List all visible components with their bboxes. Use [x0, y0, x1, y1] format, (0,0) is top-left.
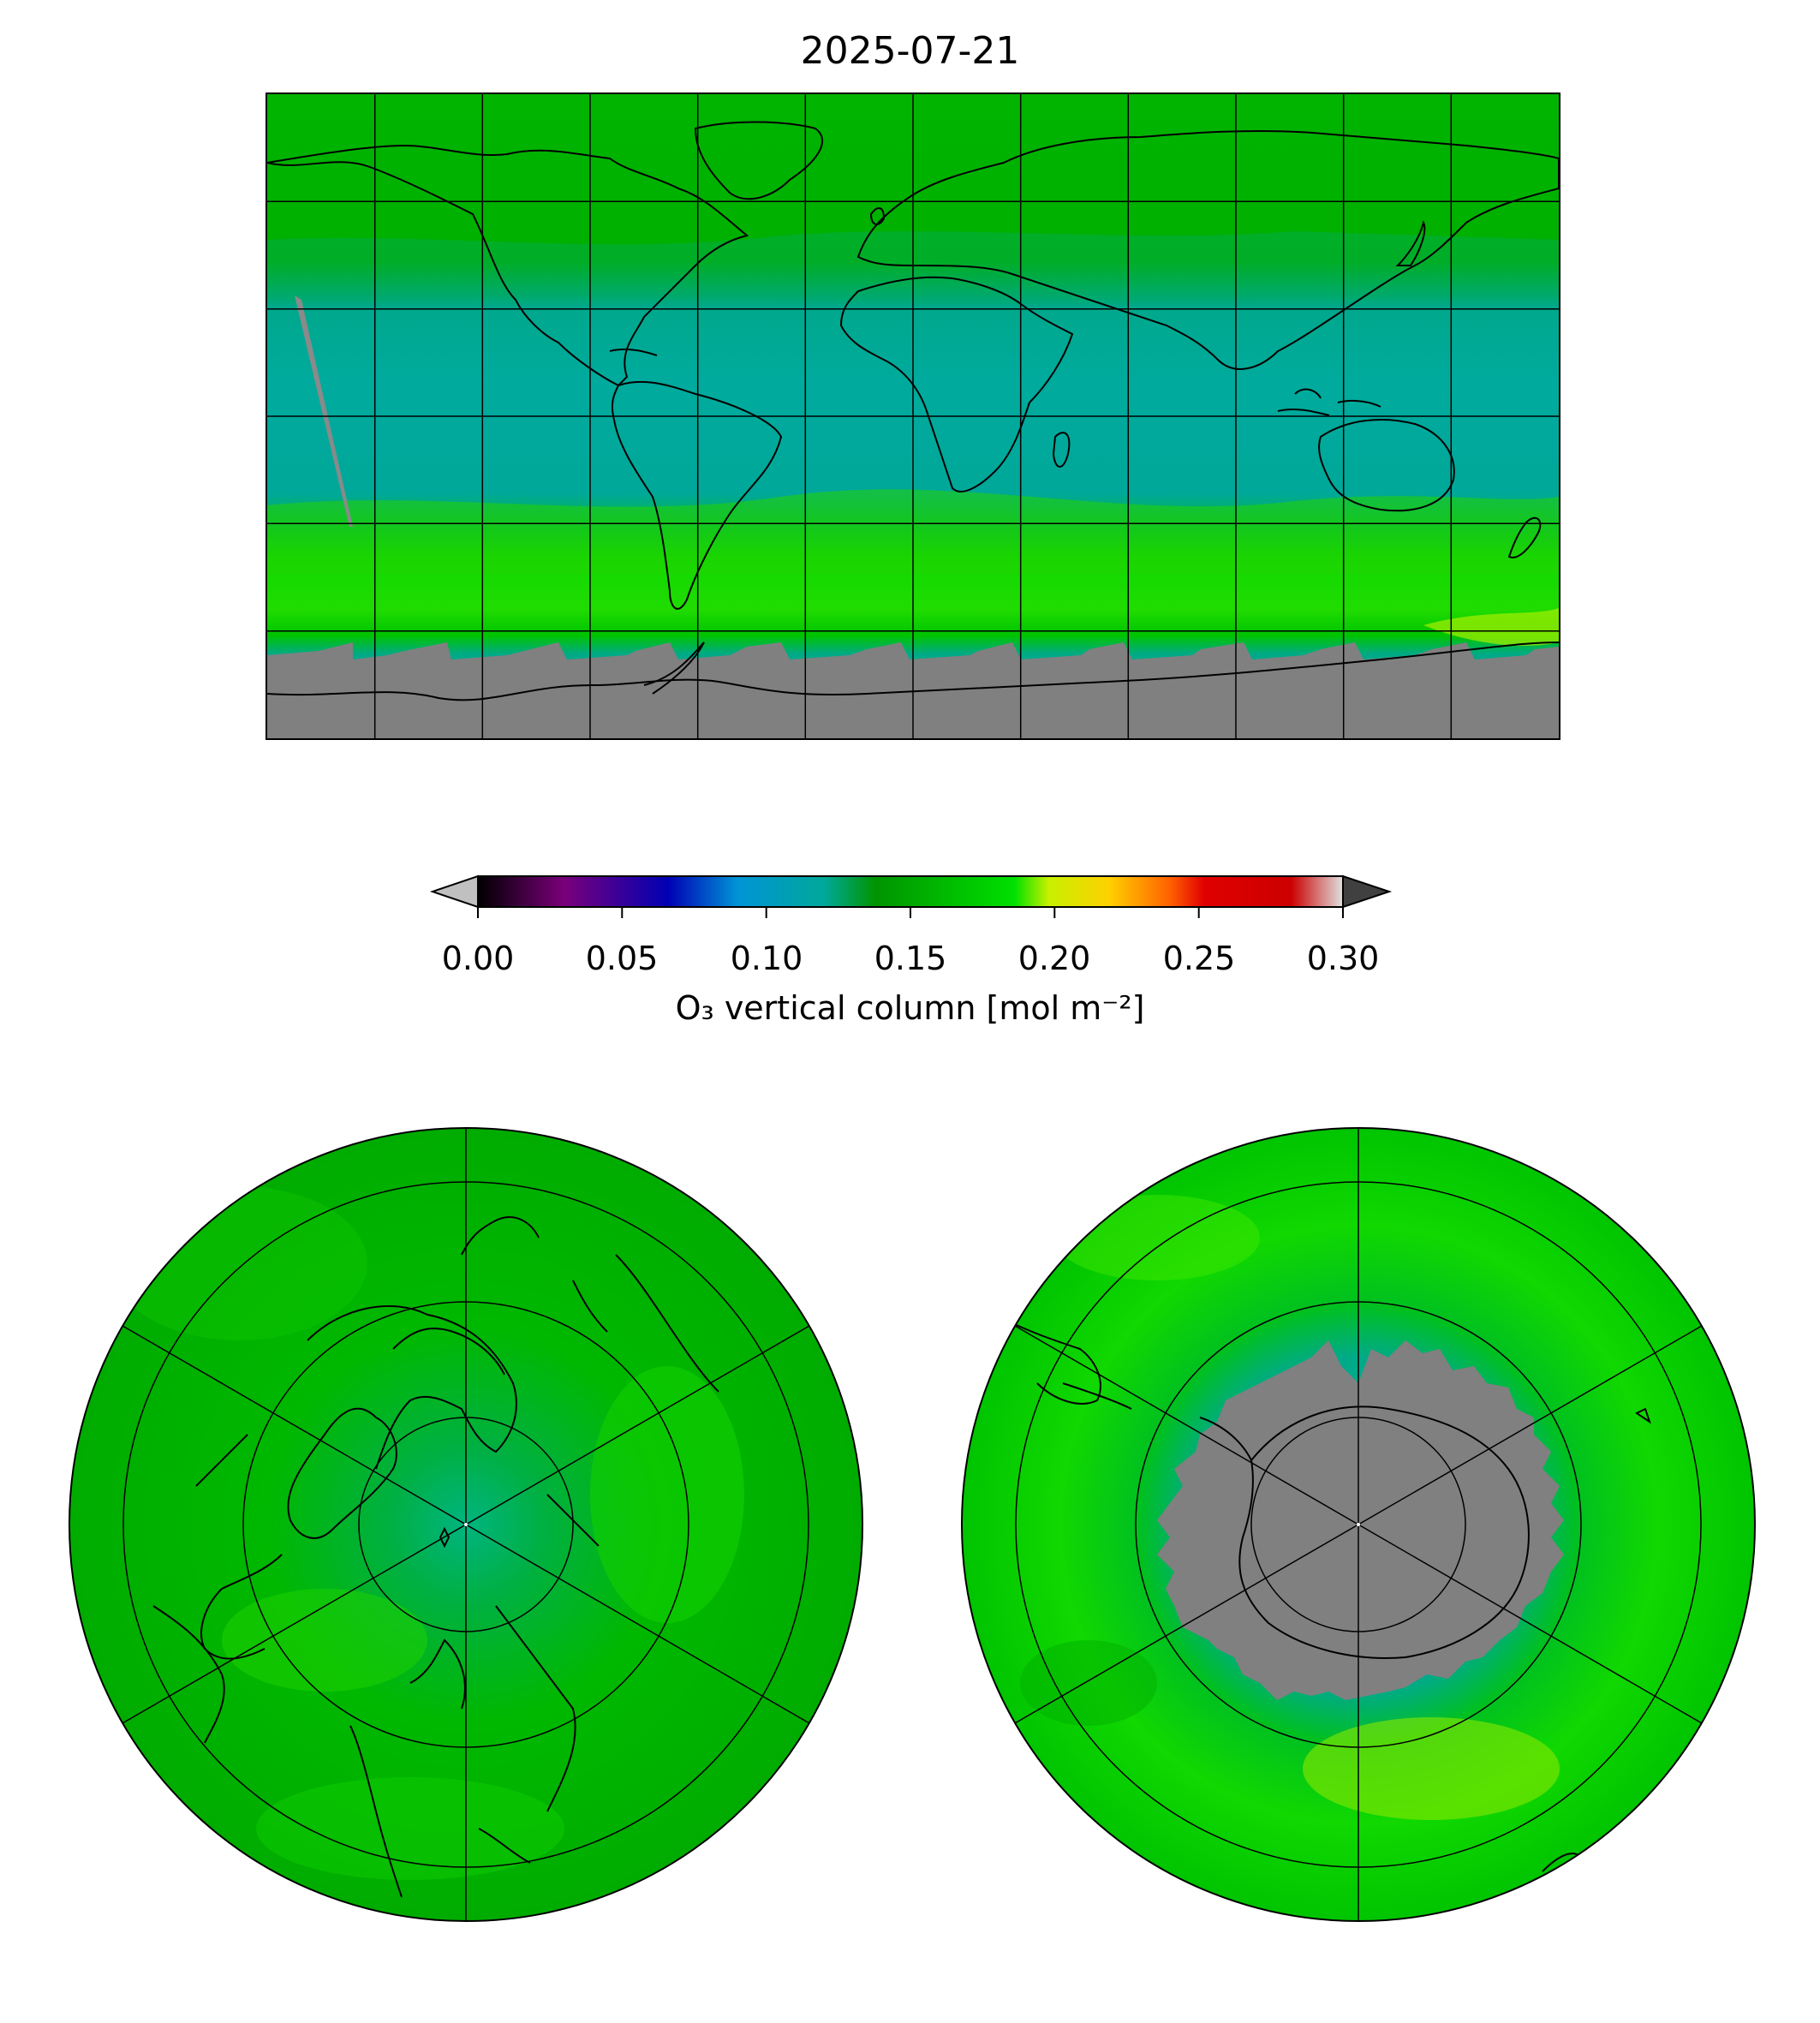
colorbar-tick-label: 0.00 [441, 940, 515, 977]
colorbar-extend-high [1342, 874, 1393, 909]
graticule [267, 94, 1559, 738]
antarctic-coastline [1238, 1405, 1530, 1659]
antarctic-no-data [1157, 1340, 1564, 1700]
missing-data-swath [295, 295, 353, 527]
colorbar-tick-label: 0.25 [1162, 940, 1236, 977]
south-polar-map [960, 1126, 1757, 1923]
colorbar-tick-label: 0.15 [874, 940, 947, 977]
colorbar-tick-label: 0.10 [730, 940, 803, 977]
colorbar-tick-label: 0.20 [1017, 940, 1091, 977]
north-polar-map [68, 1126, 864, 1923]
colorbar-label: O₃ vertical column [mol m⁻²] [675, 989, 1145, 1027]
colorbar-tick-label: 0.30 [1306, 940, 1380, 977]
map-title: 2025-07-21 [800, 29, 1020, 73]
colorbar-tick-label: 0.05 [585, 940, 659, 977]
global-map [266, 92, 1560, 740]
colorbar [428, 874, 1396, 1011]
colorbar-gradient [477, 875, 1344, 908]
colorbar-extend-low [429, 874, 479, 909]
coastlines [267, 121, 1559, 610]
